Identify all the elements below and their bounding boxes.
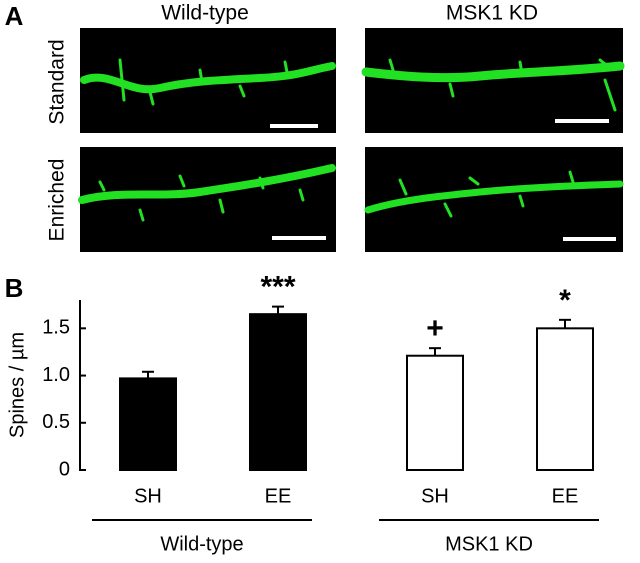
group-label: Wild-type: [160, 533, 243, 555]
significance-label: ***: [260, 271, 295, 304]
significance-label: *: [559, 284, 571, 317]
x-tick-label: EE: [552, 485, 579, 507]
column-label: MSK1 KD: [446, 2, 538, 25]
y-tick-label: 1.5: [42, 317, 70, 339]
panel-label: A: [5, 1, 24, 31]
row-label: Standard: [46, 39, 69, 124]
significance-label: +: [426, 312, 444, 345]
bar: [119, 377, 177, 471]
column-label: Wild-type: [161, 2, 249, 25]
x-tick-label: SH: [134, 485, 162, 507]
x-tick-label: SH: [421, 485, 449, 507]
micrograph: [361, 28, 625, 133]
x-tick-label: EE: [265, 485, 292, 507]
y-tick-label: 0: [59, 458, 70, 480]
bar: [536, 327, 594, 472]
micrograph: [80, 28, 336, 133]
panel-label: B: [5, 273, 24, 303]
y-tick-label: 1.0: [42, 364, 70, 386]
bar: [249, 313, 307, 471]
y-axis-label: Spines / µm: [6, 332, 28, 438]
row-label: Enriched: [46, 159, 69, 242]
micrograph: [364, 147, 624, 252]
group-label: MSK1 KD: [445, 533, 533, 555]
bar: [406, 354, 464, 472]
micrograph: [78, 147, 336, 252]
y-tick-label: 0.5: [42, 411, 70, 433]
